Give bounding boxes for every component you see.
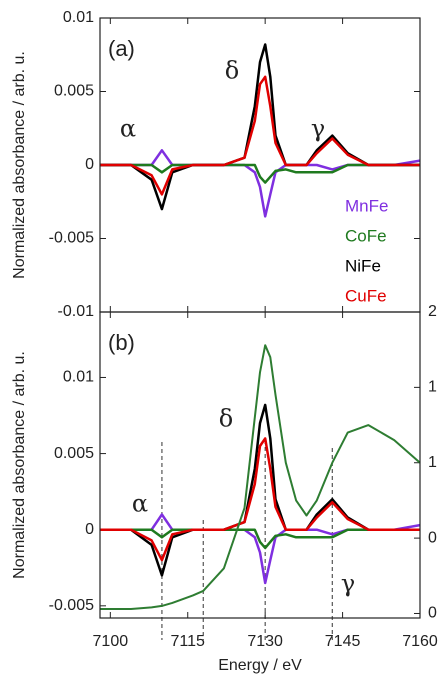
x-tick-label: 7160: [402, 633, 438, 650]
x-axis-label: Energy / eV: [218, 657, 302, 674]
annotation: α: [132, 490, 148, 518]
annotation: α: [120, 115, 136, 143]
y2-tick-label: 1: [428, 454, 437, 471]
y-tick-label: 0.005: [54, 445, 94, 462]
series-line: [100, 513, 421, 585]
series-line: [100, 75, 420, 196]
plot-frame: [99, 311, 421, 619]
legend-label: NiFe: [345, 256, 381, 275]
x-tick-label: 7145: [325, 633, 361, 650]
legend-label: CoFe: [345, 226, 387, 245]
annotation: γ: [311, 115, 325, 143]
y-tick-label: -0.005: [49, 230, 94, 247]
y-tick-label: -0.01: [58, 303, 95, 320]
annotation: γ: [341, 570, 355, 598]
y2-tick-label: 0: [428, 605, 437, 622]
x-tick-label: 7115: [171, 633, 206, 650]
y-axis-label: Normalized absorbance / arb. u.: [11, 351, 28, 579]
panel-label: (b): [108, 330, 135, 355]
y-tick-label: 0: [85, 156, 94, 173]
x-tick-label: 7130: [247, 633, 283, 650]
x-tick-label: 7100: [93, 633, 129, 650]
y2-tick-label: 2: [428, 303, 437, 320]
y-tick-label: 0.01: [63, 9, 94, 26]
y-axis-label: Normalized absorbance / arb. u.: [11, 51, 28, 279]
y2-tick-label: 0.5: [428, 529, 438, 546]
annotation: δ: [225, 57, 239, 85]
series-line: [100, 344, 421, 610]
series-line: [100, 437, 420, 562]
annotation: δ: [219, 405, 233, 433]
series-line: [100, 149, 421, 218]
series-line: [100, 43, 420, 211]
y-tick-label: 0.01: [63, 369, 94, 386]
panel-label: (a): [108, 36, 135, 61]
legend-label: CuFe: [345, 286, 387, 305]
y-tick-label: -0.005: [49, 597, 94, 614]
y2-tick-label: 1.5: [428, 379, 438, 396]
legend-label: MnFe: [345, 196, 388, 215]
series-line: [100, 528, 420, 550]
y-tick-label: 0: [85, 521, 94, 538]
series-line: [100, 403, 420, 577]
y-tick-label: 0.005: [54, 83, 94, 100]
series-line: [100, 163, 420, 184]
